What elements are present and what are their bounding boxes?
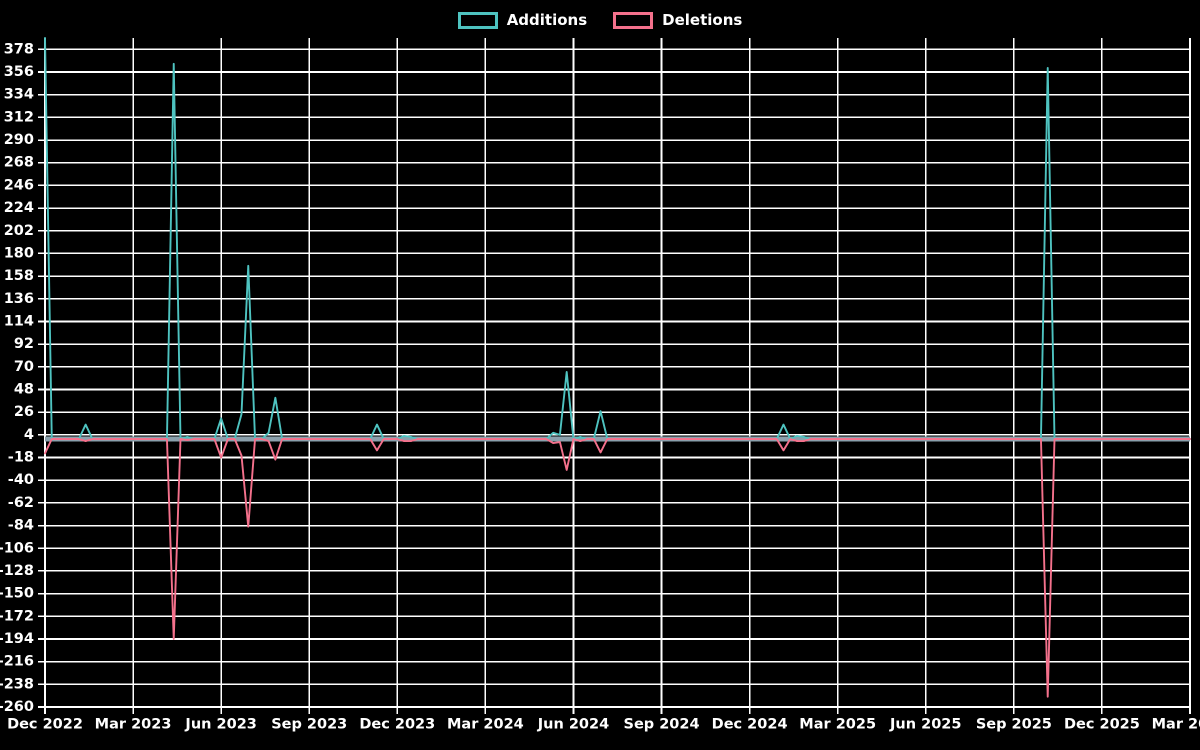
y-tick-label: 356	[4, 64, 34, 80]
y-tick-label: -62	[8, 495, 34, 511]
y-tick-label: 114	[4, 313, 34, 329]
x-tick-label: Dec 2025	[1064, 717, 1140, 733]
x-tick-label: Jun 2024	[537, 717, 609, 733]
y-tick-label: 334	[4, 87, 34, 103]
x-tick-label: Mar 2025	[799, 717, 876, 733]
y-tick-label: -216	[0, 654, 34, 670]
x-tick-label: Mar 2026	[1152, 717, 1200, 733]
x-gridlines	[44, 38, 1191, 714]
y-axis-labels: 378 356 334 312 290 268 246 224 202 180 158 136 114 9…	[0, 41, 34, 715]
y-tick-label: 378	[4, 41, 34, 57]
x-tick-label: Mar 2023	[95, 717, 172, 733]
x-tick-label: Dec 2023	[359, 717, 435, 733]
y-tick-label: -106	[0, 540, 34, 556]
x-tick-label: Sep 2024	[624, 717, 700, 733]
legend-swatch-deletions	[613, 11, 654, 29]
x-tick-label: Dec 2022	[7, 717, 83, 733]
x-tick-label: Jun 2023	[184, 717, 256, 733]
y-tick-label: 246	[4, 177, 34, 193]
y-tick-label: 202	[4, 223, 34, 239]
x-tick-label: Jun 2025	[889, 717, 961, 733]
y-tick-label: 290	[4, 132, 34, 148]
x-tick-label: Dec 2024	[712, 717, 788, 733]
x-tick-label: Sep 2023	[271, 717, 347, 733]
y-tick-label: -194	[0, 631, 34, 647]
y-tick-label: 48	[14, 382, 34, 398]
series-lines	[44, 37, 1191, 698]
y-tick-label: 158	[4, 268, 34, 284]
legend-entry-additions[interactable]: Additions	[457, 11, 588, 29]
y-tick-label: 268	[4, 155, 34, 171]
y-tick-label: -172	[0, 608, 34, 624]
y-tick-label: -40	[8, 472, 34, 488]
y-tick-label: -128	[0, 563, 34, 579]
y-tick-label: 92	[14, 336, 34, 352]
y-tick-label: -150	[0, 586, 34, 602]
legend-label-additions: Additions	[506, 11, 588, 29]
y-gridlines	[38, 48, 1190, 708]
y-tick-label: -18	[8, 450, 34, 466]
legend-entry-deletions[interactable]: Deletions	[613, 11, 742, 29]
y-tick-label: 136	[4, 291, 34, 307]
series-line-additions	[44, 37, 1191, 440]
y-tick-label: -238	[0, 676, 34, 692]
y-tick-label: -260	[0, 699, 34, 715]
y-tick-label: 26	[14, 404, 34, 420]
series-line-deletions	[44, 438, 1191, 698]
y-tick-label: 224	[4, 200, 34, 216]
x-axis-labels: Dec 2022 Mar 2023 Jun 2023 Sep 2023 Dec 2023…	[7, 717, 1200, 733]
legend-label-deletions: Deletions	[662, 11, 743, 29]
y-tick-label: 4	[24, 427, 34, 443]
x-tick-label: Mar 2024	[447, 717, 524, 733]
y-tick-label: 70	[14, 359, 34, 375]
y-tick-label: -84	[8, 518, 34, 534]
x-tick-label: Sep 2025	[976, 717, 1052, 733]
y-tick-label: 180	[4, 245, 34, 261]
legend-swatch-additions	[457, 11, 498, 29]
y-tick-label: 312	[4, 109, 34, 125]
chart-legend: Additions Deletions	[0, 6, 1200, 34]
